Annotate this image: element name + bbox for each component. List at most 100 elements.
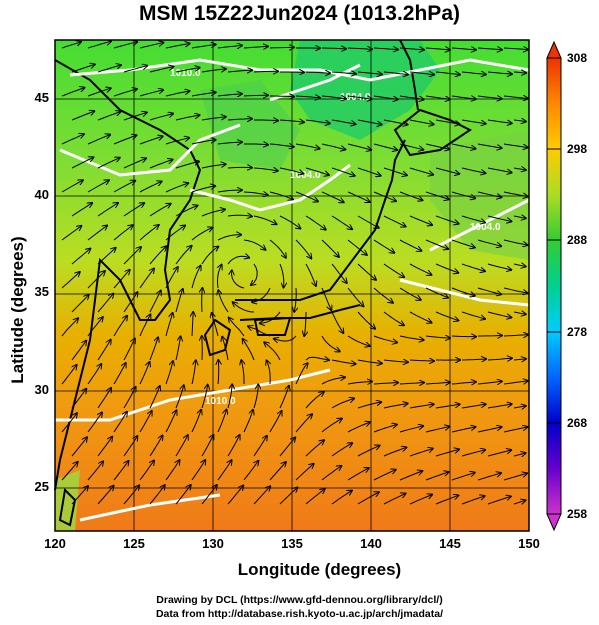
footer-credit-drawing: Drawing by DCL (https://www.gfd-dennou.o… [156, 594, 443, 606]
streamline [347, 468, 369, 481]
coastlines [54, 39, 472, 527]
colorbar-label: 258 [567, 507, 587, 521]
streamline [201, 435, 213, 457]
streamline [218, 265, 222, 289]
streamline [373, 470, 396, 481]
streamline [274, 335, 297, 341]
streamline [113, 135, 136, 145]
streamline [123, 158, 146, 169]
streamline [513, 72, 526, 73]
streamline [451, 382, 476, 384]
streamline [71, 203, 92, 217]
streamline [399, 191, 423, 200]
streamline [409, 119, 434, 124]
streamline [61, 134, 84, 145]
streamline [97, 203, 118, 217]
streamline [218, 360, 219, 385]
streamline [165, 91, 190, 97]
streamline [71, 389, 86, 409]
streamline [253, 168, 278, 171]
streamline [425, 48, 450, 50]
streamline [435, 119, 460, 124]
streamline [373, 287, 393, 303]
streamline [451, 336, 476, 337]
streamline [399, 335, 424, 340]
streamline [241, 360, 244, 384]
streamline [279, 215, 300, 229]
streamline [461, 450, 485, 457]
streamline [357, 492, 379, 505]
streamline [279, 120, 304, 122]
streamline [269, 239, 286, 258]
streamline [113, 89, 137, 97]
streamline [347, 382, 372, 385]
streamline [123, 247, 141, 265]
streamline [253, 385, 258, 409]
streamline [503, 473, 527, 481]
streamline [347, 287, 364, 306]
streamline [383, 119, 408, 125]
streamline [295, 96, 320, 98]
streamline [212, 313, 219, 337]
streamline [139, 225, 159, 241]
streamline [331, 263, 347, 283]
streamline [149, 160, 173, 169]
streamline [399, 426, 423, 433]
streamline [305, 357, 329, 360]
streamline [409, 215, 432, 225]
streamline [248, 326, 271, 337]
streamline [97, 158, 120, 169]
streamline [97, 486, 114, 505]
streamline [201, 209, 225, 217]
streamline [451, 427, 475, 433]
streamline [461, 167, 485, 173]
streamline [451, 48, 476, 50]
x-tick-label: 130 [202, 536, 224, 551]
streamline [305, 72, 330, 73]
warm-region [430, 130, 529, 260]
streamline [487, 496, 511, 505]
streamline [227, 167, 252, 168]
streamline [461, 311, 485, 319]
streamline [305, 215, 326, 230]
streamline [399, 287, 421, 300]
cool-region [200, 80, 300, 170]
x-axis-label: Longitude (degrees) [237, 560, 402, 579]
streamline [165, 460, 180, 481]
streamline [357, 359, 382, 363]
y-axis-label: Latitude (degrees) [8, 236, 27, 384]
streamline [97, 437, 112, 457]
streamline [149, 204, 171, 217]
streamline [321, 377, 345, 385]
isobar-label: 1010.0 [205, 396, 236, 407]
streamline [175, 435, 188, 457]
streamline [477, 381, 502, 384]
streamline [165, 267, 178, 289]
cool-region [290, 40, 440, 140]
streamline [503, 381, 528, 384]
streamline [383, 360, 408, 362]
streamline [191, 266, 201, 289]
streamline [175, 68, 200, 73]
streamline [139, 269, 154, 289]
streamline [175, 336, 181, 361]
streamline [123, 485, 139, 505]
streamline [113, 461, 129, 481]
streamline [87, 317, 103, 337]
streamline [61, 318, 78, 337]
streamline [139, 182, 162, 193]
streamline [149, 485, 165, 505]
streamline [425, 427, 449, 433]
streamline [409, 449, 433, 457]
streamline [321, 191, 344, 202]
streamline [399, 95, 424, 100]
streamline [461, 215, 485, 223]
streamline [357, 72, 382, 74]
streamline [461, 72, 486, 74]
plot-frame [54, 39, 530, 532]
streamline [279, 167, 303, 174]
streamline [217, 190, 242, 192]
streamline [409, 311, 432, 323]
streamline [347, 191, 370, 202]
streamline [165, 183, 188, 193]
